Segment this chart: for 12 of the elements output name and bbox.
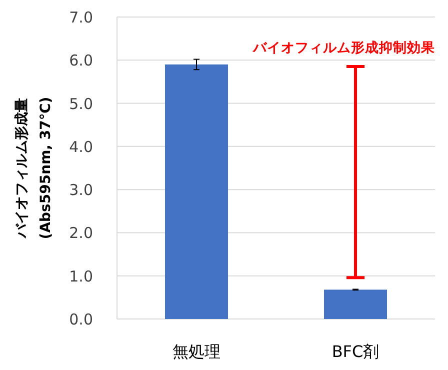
y-tick-label: 2.0 bbox=[69, 224, 93, 242]
annotation: バイオフィルム形成抑制効果 bbox=[252, 40, 436, 56]
y-tick-label: 4.0 bbox=[69, 138, 93, 156]
y-tick-label: 5.0 bbox=[69, 94, 93, 113]
y-axis-title: バイオフィルム形成量 (Abs595nm, 37℃) bbox=[14, 96, 54, 240]
y-tick-label: 7.0 bbox=[69, 8, 93, 26]
y-tick-label: 3.0 bbox=[69, 181, 93, 200]
x-tick-label: BFC剤 bbox=[332, 342, 380, 361]
y-tick-label: 1.0 bbox=[69, 267, 93, 286]
x-tick-label: 無処理 bbox=[172, 342, 220, 361]
y-tick-label: 0.0 bbox=[69, 310, 93, 328]
y-tick-label: 6.0 bbox=[69, 52, 93, 70]
